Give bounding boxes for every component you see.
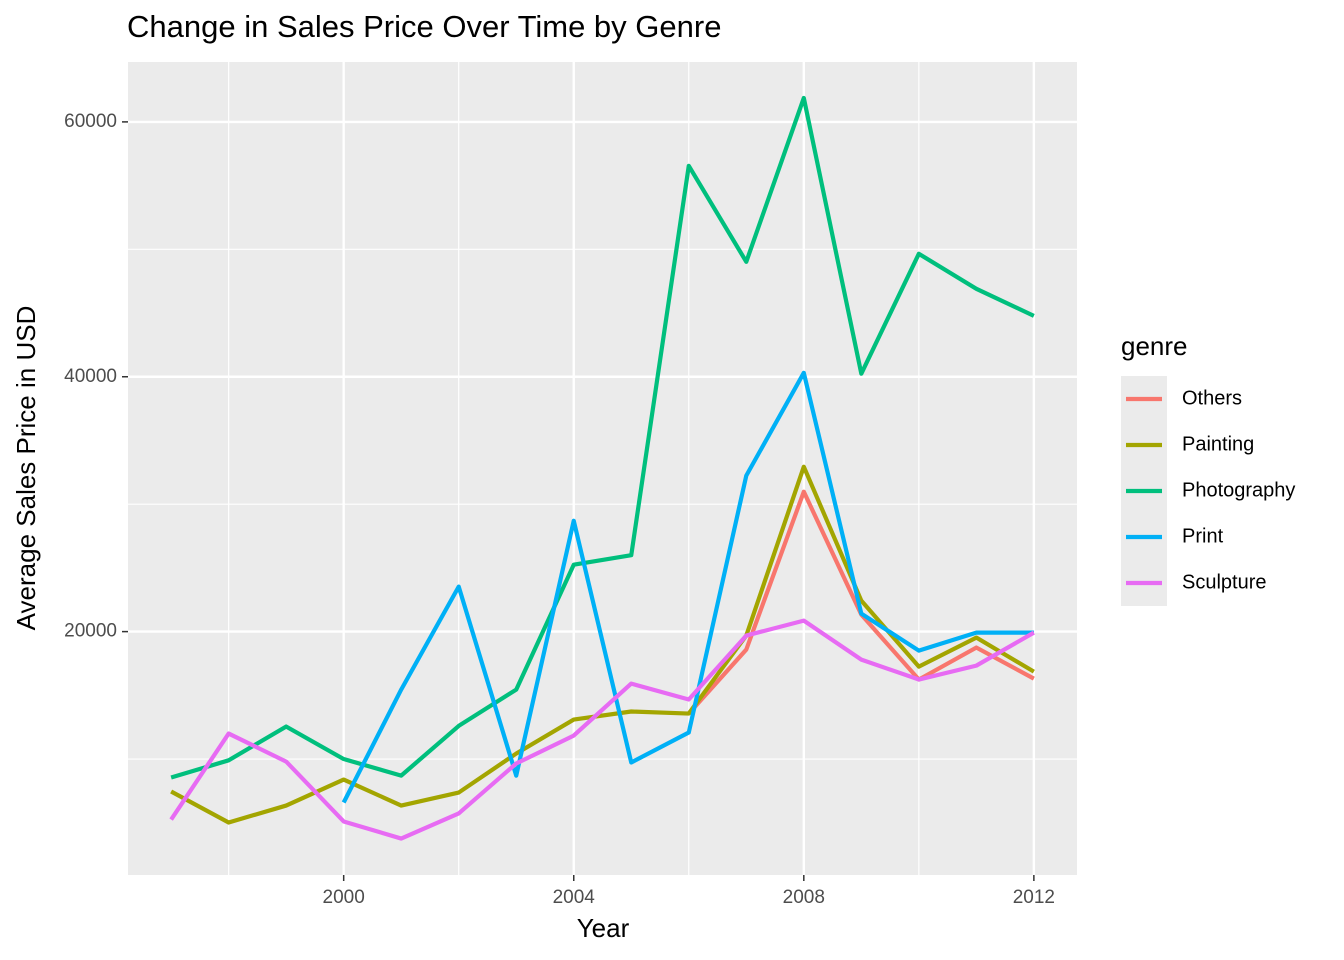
legend-label: Print: [1182, 525, 1224, 547]
legend-label: Painting: [1182, 433, 1254, 455]
series-line: [341, 370, 1034, 804]
legend-title: genre: [1121, 331, 1188, 361]
legend-label: Sculpture: [1182, 571, 1267, 593]
series-line: [169, 618, 1035, 841]
chart-title: Change in Sales Price Over Time by Genre: [127, 9, 721, 44]
y-tick-label: 40000: [64, 366, 117, 387]
legend-label: Others: [1182, 387, 1242, 409]
x-tick-label: 2004: [553, 887, 596, 908]
y-tick-label: 20000: [64, 621, 117, 642]
y-axis-label: Average Sales Price in USD: [11, 306, 41, 631]
legend-label: Photography: [1182, 479, 1295, 501]
x-tick-label: 2000: [323, 887, 365, 908]
y-tick-label: 60000: [64, 111, 117, 132]
x-tick-label: 2012: [1013, 887, 1055, 908]
series-line: [170, 95, 1035, 780]
x-tick-label: 2008: [783, 887, 825, 908]
x-axis-label: Year: [577, 913, 630, 943]
